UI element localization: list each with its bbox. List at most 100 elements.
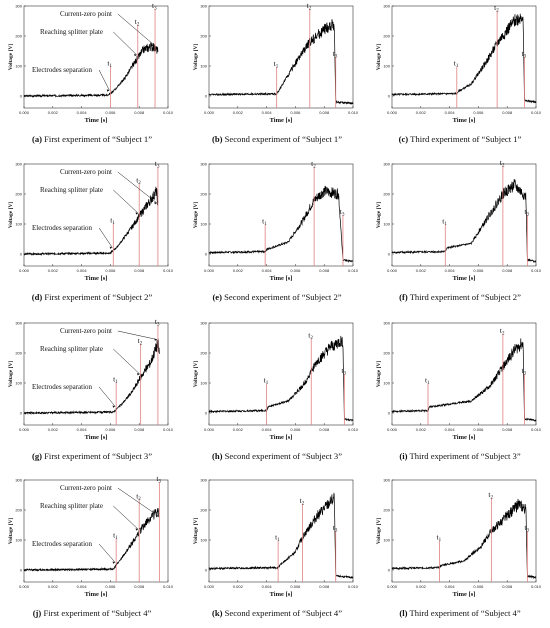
x-tick-label: 0.006 — [105, 427, 116, 432]
chart-svg: 0 100 200 300 0.000 0.002 0.004 0.006 0.008 0.010… — [8, 317, 174, 441]
time-marker-label: t1 — [454, 59, 459, 70]
chart-svg: 0 100 200 300 0.000 0.002 0.004 0.006 0.008 0.010… — [193, 1, 359, 124]
x-tick-label: 0.004 — [77, 584, 88, 589]
x-tick-label: 0.010 — [531, 427, 542, 432]
y-tick-label: 300 — [200, 4, 207, 9]
x-tick-label: 0.008 — [134, 584, 145, 589]
plot-frame — [23, 163, 169, 267]
y-tick-label: 300 — [383, 321, 390, 326]
annotation-arrow — [113, 189, 139, 214]
panel-letter: (h) — [211, 451, 223, 461]
chart-panel: 0 100 200 300 0.000 0.002 0.004 0.006 0.008 0.010… — [4, 317, 180, 467]
panel-caption: (h) Second experiment of “Subject 3” — [189, 451, 365, 461]
plot-frame — [391, 5, 537, 109]
time-marker-label: t3 — [341, 366, 346, 377]
chart-panel: 0 100 200 300 0.000 0.002 0.004 0.006 0.008 0.010… — [4, 474, 180, 624]
y-tick-label: 200 — [15, 351, 22, 356]
y-tick-label: 0 — [20, 94, 23, 99]
x-tick-label: 0.002 — [416, 110, 427, 115]
chart-panel: 0 100 200 300 0.000 0.002 0.004 0.006 0.008 0.010… — [4, 158, 180, 308]
time-marker-label: t1 — [113, 530, 118, 541]
chart-svg: 0 100 200 300 0.000 0.002 0.004 0.006 0.008 0.010… — [193, 321, 359, 442]
y-tick-label: 0 — [20, 568, 23, 573]
annotation-label: Electrodes separation — [32, 66, 93, 74]
panel-caption-text: Second experiment of “Subject 2” — [224, 292, 342, 302]
x-tick-label: 0.008 — [319, 110, 330, 115]
x-tick-label: 0.008 — [502, 584, 513, 589]
y-tick-label: 0 — [205, 568, 208, 573]
voltage-trace — [208, 185, 354, 263]
chart-svg: 0 100 200 300 0.000 0.002 0.004 0.006 0.008 0.010… — [193, 478, 359, 599]
arrow-head — [137, 373, 140, 376]
panel-caption: (d) First experiment of “Subject 2” — [4, 292, 180, 302]
annotation-label: Reaching splitter plate — [40, 28, 103, 36]
annotation-arrow — [117, 330, 157, 340]
y-tick-label: 200 — [15, 34, 22, 39]
chart-panel: 0 100 200 300 0.000 0.002 0.004 0.006 0.008 0.010… — [372, 0, 548, 150]
time-marker-label: t2 — [135, 17, 140, 28]
x-tick-label: 0.002 — [48, 268, 59, 273]
panel-caption: (c) Third experiment of “Subject 1” — [372, 134, 548, 144]
y-axis-label: Voltage [V] — [376, 361, 382, 388]
time-marker-label: t3 — [521, 366, 526, 377]
voltage-trace — [208, 335, 354, 422]
time-marker-label: t2 — [136, 491, 141, 502]
y-tick-label: 100 — [383, 64, 390, 69]
x-tick-label: 0.010 — [348, 584, 359, 589]
x-tick-label: 0.000 — [204, 268, 215, 273]
time-marker-label: t1 — [442, 217, 447, 228]
voltage-trace — [23, 338, 160, 415]
x-tick-label: 0.008 — [319, 584, 330, 589]
x-tick-label: 0.010 — [163, 268, 174, 273]
panel-caption: (f) Third experiment of “Subject 2” — [372, 292, 548, 302]
annotation-label: Current-zero point — [60, 168, 112, 176]
y-tick-label: 300 — [15, 4, 22, 9]
x-tick-label: 0.006 — [473, 268, 484, 273]
time-marker-label: t1 — [274, 59, 279, 70]
time-marker-label: t1 — [275, 533, 280, 544]
annotation-arrow — [113, 31, 137, 56]
time-marker-label: t1 — [264, 376, 269, 387]
x-tick-label: 0.008 — [134, 427, 145, 432]
x-tick-label: 0.010 — [348, 268, 359, 273]
annotation-label: Current-zero point — [60, 327, 112, 335]
voltage-trace — [23, 186, 159, 256]
chart-svg: 0 100 200 300 0.000 0.002 0.004 0.006 0.008 0.010… — [376, 3, 542, 124]
time-marker-label: t3 — [524, 523, 529, 534]
arrow-head — [155, 515, 159, 518]
chart-panel: 0 100 200 300 0.000 0.002 0.004 0.006 0.008 0.010… — [372, 474, 548, 624]
y-tick-label: 0 — [205, 411, 208, 416]
voltage-trace — [23, 508, 160, 572]
x-tick-label: 0.006 — [105, 584, 116, 589]
panel-letter: (b) — [211, 134, 223, 144]
y-axis-label: Voltage [V] — [8, 202, 14, 229]
x-axis-label: Time [s] — [453, 591, 476, 598]
y-tick-label: 300 — [15, 321, 22, 326]
time-marker-label: t2 — [138, 336, 143, 347]
chart-panel: 0 100 200 300 0.000 0.002 0.004 0.006 0.008 0.010… — [189, 474, 365, 624]
x-axis-label: Time [s] — [453, 434, 476, 441]
annotation-arrow — [98, 543, 116, 563]
panel-letter: (j) — [32, 608, 42, 618]
x-tick-label: 0.000 — [19, 584, 30, 589]
x-tick-label: 0.004 — [262, 268, 273, 273]
plot-frame — [208, 163, 354, 267]
x-tick-label: 0.006 — [473, 427, 484, 432]
x-tick-label: 0.004 — [77, 427, 88, 432]
y-tick-label: 100 — [200, 64, 207, 69]
time-marker-label: t3 — [155, 317, 160, 328]
y-tick-label: 100 — [200, 222, 207, 227]
y-tick-label: 300 — [383, 162, 390, 167]
panel-caption: (a) First experiment of “Subject 1” — [4, 134, 180, 144]
plot-frame — [391, 163, 537, 267]
y-tick-label: 0 — [205, 94, 208, 99]
time-marker-label: t2 — [308, 331, 313, 342]
time-marker-label: t2 — [300, 496, 305, 507]
x-axis-label: Time [s] — [270, 591, 293, 598]
panel-letter: (c) — [398, 134, 409, 144]
panel-letter: (f) — [399, 292, 408, 302]
x-tick-label: 0.000 — [19, 110, 30, 115]
x-tick-label: 0.006 — [290, 427, 301, 432]
x-tick-label: 0.000 — [204, 110, 215, 115]
y-tick-label: 200 — [15, 192, 22, 197]
